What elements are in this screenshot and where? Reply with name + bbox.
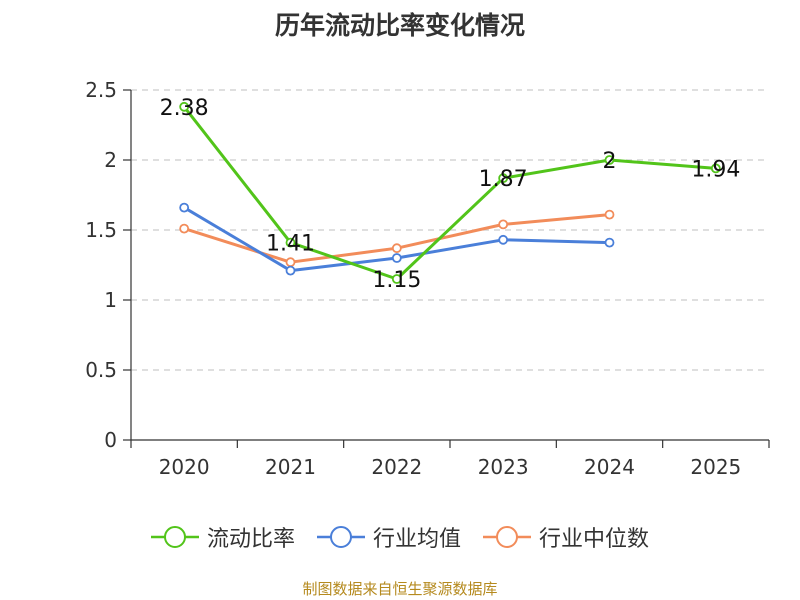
y-tick-label: 1 [104, 288, 117, 312]
chart-title: 历年流动比率变化情况 [274, 11, 525, 40]
y-tick-label: 0.5 [85, 358, 117, 382]
data-point[interactable] [179, 223, 190, 234]
legend-label: 行业均值 [372, 527, 461, 552]
data-label: 1.94 [691, 157, 740, 182]
data-label: 1.15 [372, 268, 421, 293]
x-tick-label: 2021 [265, 455, 316, 479]
data-point[interactable] [179, 101, 190, 112]
y-tick-label: 2.5 [85, 78, 117, 102]
data-point[interactable] [391, 253, 402, 263]
data-point[interactable] [604, 209, 615, 220]
data-source-note: 制图数据来自恒生聚源数据库 [302, 580, 498, 598]
x-tick-label: 2023 [478, 455, 529, 479]
data-point[interactable] [391, 243, 402, 254]
y-tick-label: 2 [104, 148, 117, 172]
data-point[interactable] [604, 237, 615, 248]
data-point[interactable] [391, 274, 402, 284]
data-point[interactable] [285, 237, 296, 248]
x-tick-label: 2025 [690, 455, 741, 479]
data-point[interactable] [285, 265, 296, 276]
series-line [182, 105, 716, 281]
legend-label: 行业中位数 [539, 527, 650, 552]
legend-item-current-ratio[interactable]: 流动比率 [150, 521, 295, 553]
data-label: 1.41 [266, 232, 315, 257]
data-point[interactable] [498, 219, 509, 230]
legend-item-industry-mean[interactable]: 行业均值 [316, 521, 461, 553]
data-point[interactable] [498, 234, 509, 245]
x-tick-label: 2020 [159, 455, 210, 479]
data-point[interactable] [604, 155, 615, 165]
data-point[interactable] [498, 173, 509, 184]
x-tick-label: 2022 [371, 455, 422, 479]
legend-marker-icon [150, 526, 199, 548]
data-label: 1.87 [479, 167, 528, 192]
y-tick-label: 0 [104, 428, 117, 452]
legend-marker-icon [316, 526, 365, 548]
data-point[interactable] [179, 202, 190, 213]
x-tick-label: 2024 [584, 455, 635, 479]
data-label: 2 [603, 149, 617, 174]
data-point[interactable] [285, 257, 296, 268]
y-tick-label: 1.5 [85, 218, 117, 242]
legend-label: 流动比率 [206, 527, 295, 552]
legend-item-industry-median[interactable]: 行业中位数 [483, 521, 649, 553]
legend-marker-icon [483, 526, 531, 548]
data-label: 2.38 [160, 96, 209, 121]
data-point[interactable] [710, 163, 721, 174]
legend: 流动比率 行业均值 行业中位数 [0, 520, 800, 554]
